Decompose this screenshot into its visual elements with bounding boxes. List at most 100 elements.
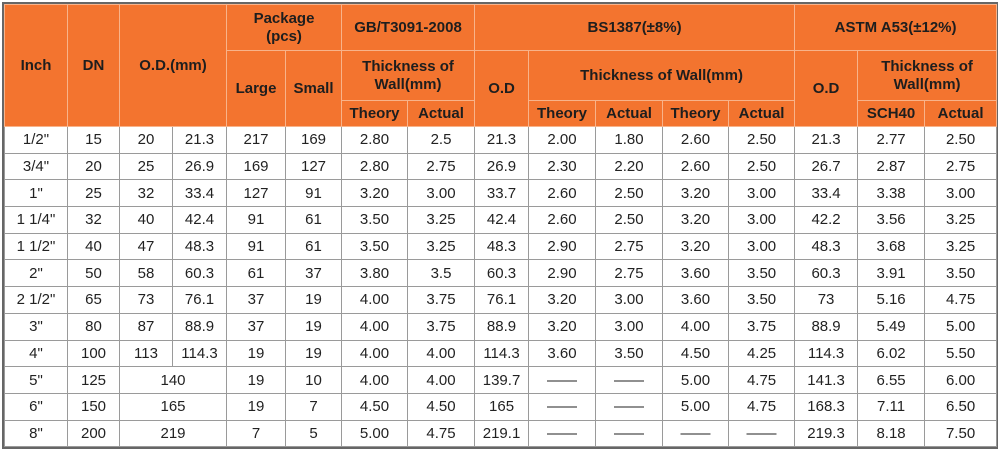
cell-bs-theory-2: 2.60	[662, 152, 730, 181]
cell-package-large: 19	[226, 339, 286, 368]
cell-package-large: 169	[226, 152, 286, 181]
table-row: 3" 80 87 88.9 37 19 4.00 3.75 88.9 3.20 …	[4, 312, 998, 341]
cell-gb-theory: 4.00	[341, 286, 409, 314]
header-gb-actual: Actual	[407, 100, 476, 127]
cell-astm-od: 48.3	[794, 232, 859, 261]
cell-astm-actual: 6.00	[924, 366, 998, 394]
cell-dn: 100	[67, 339, 120, 368]
cell-package-small: 10	[284, 366, 343, 394]
cell-gb-theory: 4.00	[341, 339, 409, 368]
cell-bs-theory-2: 3.20	[662, 232, 730, 261]
cell-astm-actual: 5.00	[924, 312, 998, 341]
cell-bs-theory-1: 2.60	[528, 206, 597, 234]
cell-gb-theory: 2.80	[341, 152, 409, 181]
cell-gb-actual: 3.25	[407, 232, 476, 261]
cell-dn: 200	[67, 419, 120, 448]
cell-bs-actual-2: 4.25	[728, 339, 796, 368]
cell-bs-actual-2: 3.00	[728, 206, 796, 234]
cell-dn: 20	[67, 152, 120, 181]
cell-inch: 6"	[4, 392, 68, 421]
cell-gb-actual: 4.75	[407, 419, 476, 448]
cell-bs-actual-2: 3.00	[728, 179, 796, 208]
cell-bs-theory-1: 3.20	[528, 312, 597, 341]
cell-dn: 15	[67, 126, 120, 154]
cell-astm-od: 168.3	[794, 392, 859, 421]
header-bs-actual-1: Actual	[595, 100, 664, 127]
cell-od-actual: 26.9	[172, 152, 227, 181]
header-astm-sch40: SCH40	[857, 100, 926, 127]
cell-inch: 1"	[4, 179, 68, 208]
cell-bs-actual-2: 3.00	[728, 232, 796, 261]
cell-bs-od: 26.9	[474, 152, 530, 181]
cell-od-nominal: 87	[119, 312, 173, 341]
cell-od-nominal: 47	[119, 232, 173, 261]
cell-astm-od: 114.3	[794, 339, 859, 368]
table-row: 5" 125 140 19 10 4.00 4.00 139.7 —— —— 5…	[4, 366, 998, 394]
cell-astm-sch40: 3.56	[857, 206, 926, 234]
cell-inch: 1 1/2"	[4, 232, 68, 261]
cell-gb-theory: 3.50	[341, 206, 409, 234]
cell-package-large: 19	[226, 366, 286, 394]
cell-bs-theory-1: 2.90	[528, 259, 597, 288]
cell-inch: 1/2"	[4, 126, 68, 154]
cell-bs-theory-2: 5.00	[662, 392, 730, 421]
cell-bs-actual-1: 3.00	[595, 312, 664, 341]
cell-od-nominal: 113	[119, 339, 173, 368]
cell-gb-actual: 3.5	[407, 259, 476, 288]
header-bs-standard: BS1387(±8%)	[474, 4, 796, 51]
header-astm-thickness: Thickness of Wall(mm)	[857, 50, 998, 101]
header-gb-theory: Theory	[341, 100, 409, 127]
cell-bs-actual-2: 4.75	[728, 392, 796, 421]
cell-astm-od: 219.3	[794, 419, 859, 448]
cell-bs-actual-1: 3.50	[595, 339, 664, 368]
cell-bs-od: 48.3	[474, 232, 530, 261]
cell-bs-theory-1: ——	[528, 366, 597, 394]
cell-bs-theory-2: 3.20	[662, 179, 730, 208]
header-bs-od: O.D	[474, 50, 530, 127]
cell-gb-actual: 3.75	[407, 286, 476, 314]
cell-astm-actual: 6.50	[924, 392, 998, 421]
cell-astm-actual: 5.50	[924, 339, 998, 368]
header-package: Package (pcs)	[225, 4, 343, 51]
cell-dn: 40	[67, 232, 120, 261]
cell-package-small: 19	[284, 286, 343, 314]
cell-inch: 1 1/4"	[4, 206, 68, 234]
cell-gb-actual: 3.00	[407, 179, 476, 208]
cell-gb-theory: 5.00	[341, 419, 409, 448]
cell-bs-od: 42.4	[474, 206, 530, 234]
cell-bs-theory-2: 4.50	[662, 339, 730, 368]
cell-bs-actual-2: 4.75	[728, 366, 796, 394]
table-row: 4" 100 113 114.3 19 19 4.00 4.00 114.3 3…	[4, 339, 998, 368]
cell-astm-actual: 7.50	[924, 419, 998, 448]
cell-bs-actual-1: 3.00	[595, 286, 664, 314]
header-bs-actual-2: Actual	[728, 100, 796, 127]
cell-astm-actual: 4.75	[924, 286, 998, 314]
cell-bs-actual-1: 2.20	[595, 152, 664, 181]
cell-bs-theory-1: 2.60	[528, 179, 597, 208]
cell-package-small: 61	[284, 206, 343, 234]
table-row: 1/2" 15 20 21.3 217 169 2.80 2.5 21.3 2.…	[4, 126, 998, 154]
cell-bs-theory-1: 2.90	[528, 232, 597, 261]
header-bs-theory-1: Theory	[528, 100, 597, 127]
header-bs-theory-2: Theory	[662, 100, 730, 127]
cell-dn: 25	[67, 179, 120, 208]
cell-bs-actual-2: 2.50	[728, 152, 796, 181]
cell-od-nominal: 20	[119, 126, 173, 154]
cell-gb-actual: 3.25	[407, 206, 476, 234]
cell-astm-sch40: 3.91	[857, 259, 926, 288]
header-astm-actual: Actual	[924, 100, 998, 127]
cell-bs-actual-1: 2.50	[595, 179, 664, 208]
header-gb-thickness: Thickness of Wall(mm)	[341, 50, 476, 101]
cell-bs-actual-2: 3.50	[728, 259, 796, 288]
cell-gb-theory: 3.20	[341, 179, 409, 208]
cell-gb-theory: 4.00	[341, 366, 409, 394]
cell-bs-theory-1: ——	[528, 392, 597, 421]
cell-bs-theory-1: 3.20	[528, 286, 597, 314]
cell-bs-od: 21.3	[474, 126, 530, 154]
header-package-large: Large	[226, 50, 286, 127]
header-astm-standard: ASTM A53(±12%)	[794, 4, 998, 51]
cell-inch: 5"	[4, 366, 68, 394]
cell-od-actual: 76.1	[172, 286, 227, 314]
cell-package-small: 19	[284, 339, 343, 368]
